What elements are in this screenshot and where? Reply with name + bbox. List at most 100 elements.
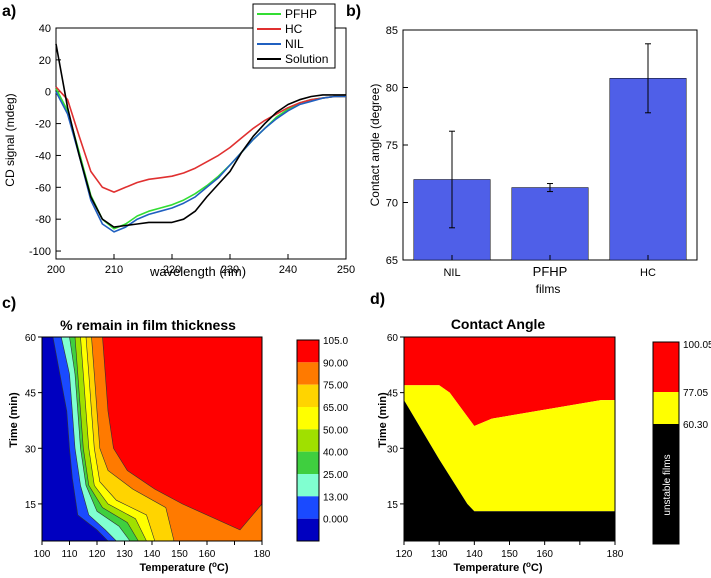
panel-c-xlabel: Temperature (oC) xyxy=(139,560,228,574)
colorbar-swatch-low xyxy=(653,424,679,544)
y-tick-label: 40 xyxy=(39,23,51,35)
panel-d-xlabel: Temperature (oC) xyxy=(453,560,542,574)
colorbar-swatch xyxy=(297,451,319,474)
y-tick-label: 20 xyxy=(39,55,51,67)
colorbar-label: 25.00 xyxy=(323,470,348,481)
colorbar-label: 50.00 xyxy=(323,425,348,436)
colorbar-label: 40.00 xyxy=(323,448,348,459)
panel-c-plot: 100 110 120 130 140 150 160 180 15 30 45 60 xyxy=(25,333,271,560)
x-tick-label: 140 xyxy=(144,549,161,560)
colorbar-label: 75.00 xyxy=(323,381,348,392)
y-tick-label: 65 xyxy=(386,255,398,267)
x-tick-label: 120 xyxy=(89,549,106,560)
colorbar-swatch xyxy=(297,518,319,541)
panel-b: b) 65 70 75 80 85 NIL PFHP HC films Contact ang… xyxy=(346,3,698,296)
colorbar-label: 105.0 xyxy=(323,336,348,347)
y-tick-label: 15 xyxy=(25,500,37,511)
x-tick-label: HC xyxy=(640,267,656,279)
x-tick-label: 110 xyxy=(62,549,78,560)
panel-b-ylabel: Contact angle (degree) xyxy=(368,84,382,207)
y-tick-label: 0 xyxy=(45,87,51,99)
x-tick-label: 160 xyxy=(536,549,553,560)
colorbar-label: 77.05 xyxy=(683,388,708,399)
x-tick-label: 140 xyxy=(466,549,483,560)
legend-label: Solution xyxy=(285,52,328,66)
y-tick-label: 45 xyxy=(387,389,399,400)
panel-a-label: a) xyxy=(2,3,16,20)
panel-b-xlabel: films xyxy=(536,282,561,296)
colorbar-label: 90.00 xyxy=(323,358,348,369)
colorbar-swatch xyxy=(297,362,319,385)
x-tick-label: 230 xyxy=(221,264,239,276)
legend-label: PFHP xyxy=(285,7,317,21)
y-tick-label: 75 xyxy=(386,140,398,152)
y-tick-label: -100 xyxy=(29,246,51,258)
series-line-solution xyxy=(55,43,346,228)
legend-label: NIL xyxy=(285,37,304,51)
x-tick-label: 210 xyxy=(105,264,123,276)
panel-b-plot: 65 70 75 80 85 NIL PFHP HC xyxy=(386,25,698,279)
panel-a-xlabel: wavelength (nm) xyxy=(149,264,246,279)
x-tick-label: 120 xyxy=(396,549,413,560)
panel-a: a) 200 210 220 230 240 25040200-20-40-60-80-1… xyxy=(2,3,355,279)
y-tick-label: 85 xyxy=(386,25,398,37)
bar-pfhp xyxy=(511,187,589,261)
panel-c-ylabel: Time (min) xyxy=(8,392,20,448)
colorbar-swatch-high xyxy=(653,342,679,392)
x-tick-label: NIL xyxy=(443,267,460,279)
y-tick-label: 80 xyxy=(386,83,398,95)
colorbar-swatch xyxy=(297,429,319,452)
colorbar-label: 65.00 xyxy=(323,403,348,414)
x-tick-label: 160 xyxy=(199,549,216,560)
panel-c-label: c) xyxy=(2,295,16,312)
y-tick-label: -60 xyxy=(35,182,51,194)
colorbar-swatch xyxy=(297,474,319,497)
x-tick-label: 150 xyxy=(171,549,188,560)
series-line-nil xyxy=(55,91,346,233)
x-tick-label: 180 xyxy=(254,549,271,560)
x-tick-label: 150 xyxy=(501,549,518,560)
x-tick-label: 130 xyxy=(431,549,448,560)
y-tick-label: 60 xyxy=(387,333,399,344)
region-low xyxy=(404,400,615,541)
panel-d-colorbar: 100.05 77.05 60.30 unstable films xyxy=(652,340,711,545)
series-line-hc xyxy=(55,86,346,193)
colorbar-swatch xyxy=(297,496,319,519)
region-mid xyxy=(404,385,615,512)
colorbar-label: 100.05 xyxy=(683,340,711,351)
x-tick-label: 220 xyxy=(163,264,181,276)
region-high xyxy=(404,337,615,426)
panel-c-title: % remain in film thickness xyxy=(60,317,236,333)
colorbar-label: 60.30 xyxy=(683,420,708,431)
legend-label: HC xyxy=(285,22,303,36)
colorbar-swatch-mid xyxy=(653,392,679,424)
panel-a-plot: 200 210 220 230 240 25040200-20-40-60-80-100P… xyxy=(29,3,355,276)
panel-a-ylabel: CD signal (mdeg) xyxy=(3,93,17,186)
colorbar-label: 0.000 xyxy=(323,515,348,526)
y-tick-label: -40 xyxy=(35,150,51,162)
x-tick-label: 130 xyxy=(116,549,133,560)
colorbar-swatch xyxy=(297,407,319,430)
y-tick-label: 60 xyxy=(25,333,37,344)
panel-c: c) % remain in film thickness 100 110 120 1… xyxy=(2,295,348,574)
y-tick-label: -80 xyxy=(35,214,51,226)
x-tick-label: 180 xyxy=(607,549,624,560)
panel-d-title: Contact Angle xyxy=(451,316,546,332)
colorbar-note: unstable films xyxy=(662,454,673,515)
panel-d-ylabel: Time (min) xyxy=(377,392,389,448)
x-tick-label: PFHP xyxy=(533,264,568,279)
x-tick-label: 200 xyxy=(47,264,65,276)
panel-d: d) Contact Angle 120 130 140 150 160 180 15 30 4… xyxy=(370,291,711,574)
y-tick-label: 70 xyxy=(386,198,398,210)
x-tick-label: 240 xyxy=(279,264,297,276)
y-tick-label: -20 xyxy=(35,119,51,131)
x-tick-label: 100 xyxy=(34,549,51,560)
panel-b-label: b) xyxy=(346,3,361,20)
panel-d-plot: 120 130 140 150 160 180 15 30 45 60 xyxy=(387,333,624,560)
colorbar-label: 13.00 xyxy=(323,492,348,503)
colorbar-frame xyxy=(652,341,680,545)
colorbar-swatch xyxy=(297,384,319,407)
colorbar-swatch xyxy=(297,340,319,363)
y-tick-label: 30 xyxy=(25,444,37,455)
y-tick-label: 45 xyxy=(25,389,37,400)
